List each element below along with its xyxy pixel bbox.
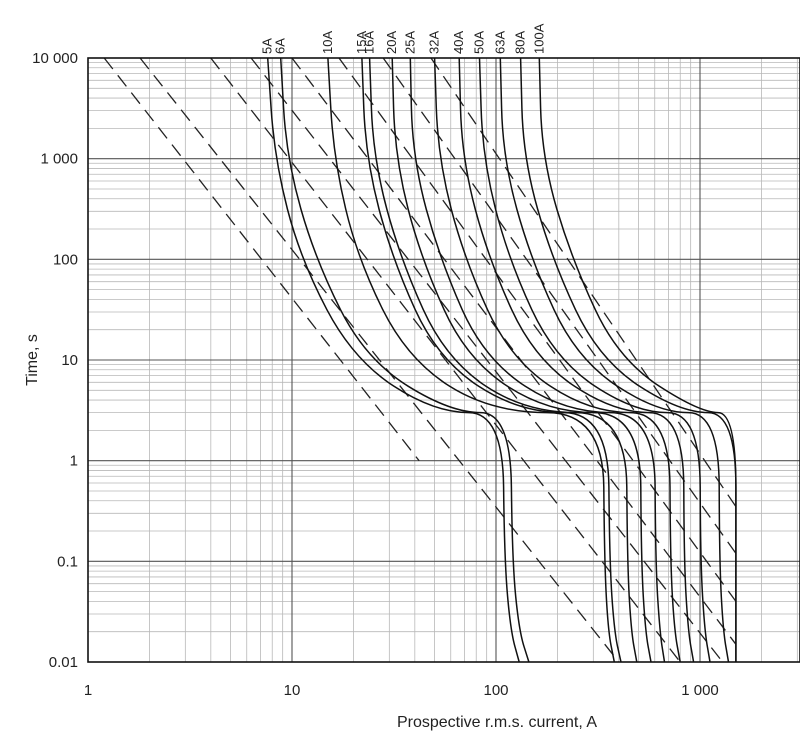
y-tick-label: 10	[61, 352, 78, 369]
reference-line-dashed-1	[103, 57, 420, 462]
y-tick-label: 100	[53, 251, 78, 268]
fuse-curve-15A	[361, 57, 622, 663]
fuse-curve-32A	[433, 57, 681, 663]
curve-label-16A: 16A	[362, 31, 377, 54]
y-tick-labels: 0.01 0.1 1 10 100 1 000 10 000	[32, 50, 78, 671]
fuse-curve-5A	[266, 57, 520, 663]
fuse-curve-16A	[368, 57, 638, 663]
curve-label-5A: 5A	[260, 38, 275, 54]
fuse-curve-6A	[279, 57, 530, 663]
fuse-curve-10A	[327, 57, 616, 663]
reference-line-dashed-3	[210, 57, 681, 663]
x-axis-title: Prospective r.m.s. current, A	[397, 714, 597, 731]
curve-label-10A: 10A	[320, 31, 335, 54]
curve-label-20A: 20A	[384, 31, 399, 54]
y-tick-label: 0.1	[57, 553, 78, 570]
fuse-curve-40A	[458, 57, 695, 663]
reference-line-dashed-2	[139, 57, 620, 663]
fuse-curve-25A	[409, 57, 666, 663]
x-tick-label: 10	[284, 682, 301, 699]
y-tick-label: 1 000	[40, 151, 78, 168]
curve-label-80A: 80A	[513, 31, 528, 54]
y-axis-title: Time, s	[24, 334, 41, 386]
curve-label-63A: 63A	[492, 31, 507, 54]
x-tick-label: 1	[84, 682, 92, 699]
x-tick-labels: 1 10 100 1 000	[84, 682, 719, 699]
curve-label-15A: 15A	[354, 31, 369, 54]
fuse-curve-20A	[391, 57, 652, 663]
curve-label-50A: 50A	[472, 31, 487, 54]
reference-line-dashed-4	[250, 57, 724, 663]
curve-label-40A: 40A	[451, 31, 466, 54]
plot-frame	[87, 57, 800, 663]
x-tick-label: 100	[483, 682, 508, 699]
y-tick-label: 0.01	[49, 654, 78, 671]
curve-label-32A: 32A	[427, 31, 442, 54]
fuse-curve-63A	[499, 57, 730, 663]
curve-label-25A: 25A	[402, 31, 417, 54]
fuse-curve-50A	[478, 57, 711, 663]
x-tick-label: 1 000	[681, 682, 719, 699]
fuse-curve-100A	[538, 57, 737, 662]
curve-label-100A: 100A	[531, 23, 546, 54]
curve-label-6A: 6A	[273, 38, 288, 54]
fuse-curves	[266, 57, 737, 663]
y-tick-label: 1	[70, 453, 78, 470]
reference-line-dashed-7	[382, 57, 737, 554]
y-tick-label: 10 000	[32, 50, 78, 67]
reference-line-dashed-5	[291, 57, 737, 645]
major-gridlines	[88, 58, 800, 662]
